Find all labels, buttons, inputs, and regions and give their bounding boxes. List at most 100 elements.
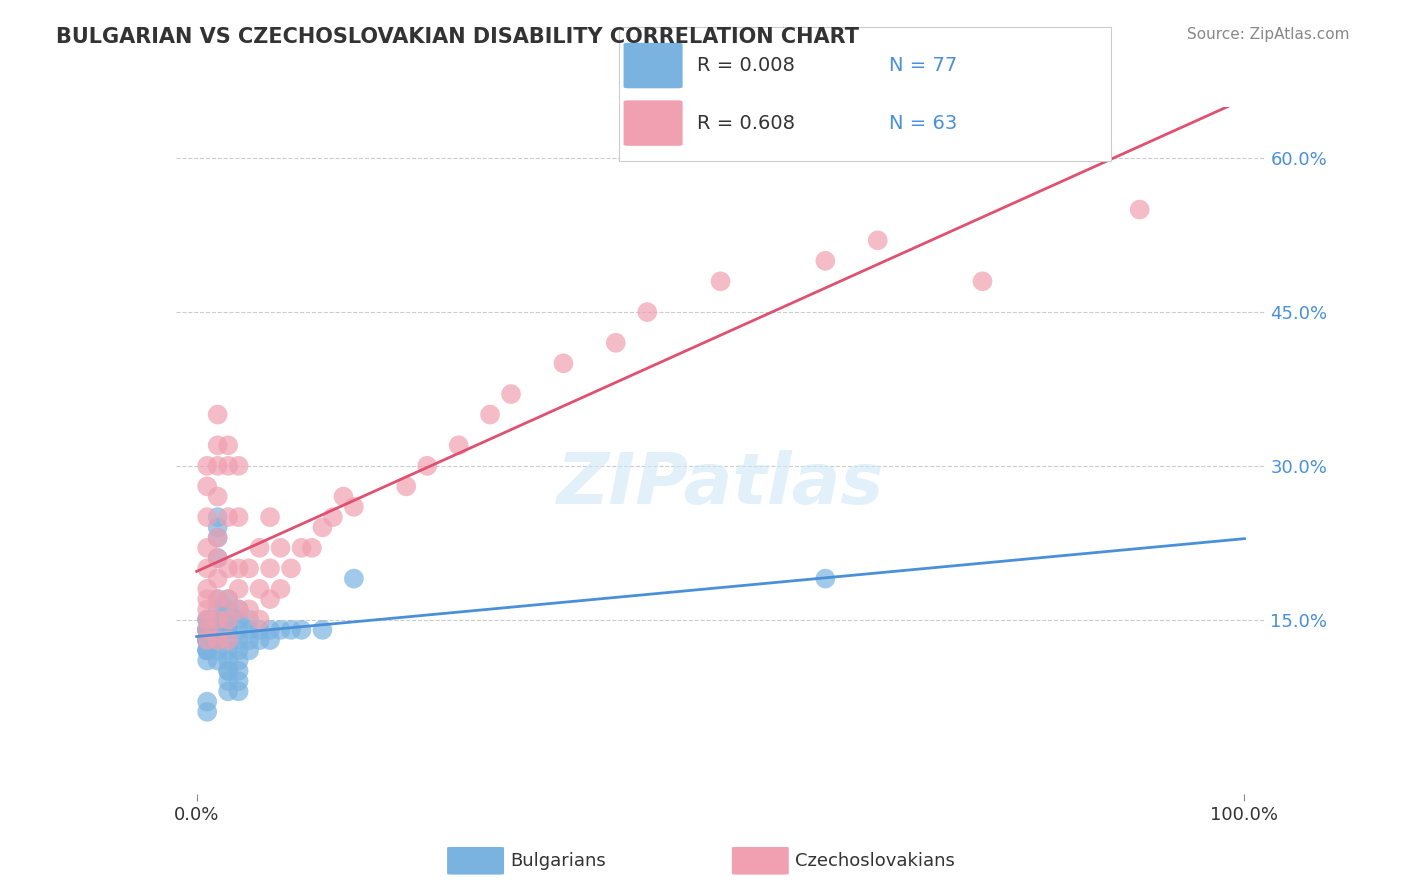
Point	[217, 592, 239, 607]
Text: ZIPatlas: ZIPatlas	[557, 450, 884, 519]
Point	[195, 458, 218, 473]
Point	[217, 684, 239, 698]
Point	[395, 479, 418, 493]
Point	[207, 551, 229, 566]
FancyBboxPatch shape	[447, 847, 505, 874]
Point	[195, 623, 218, 637]
Point	[195, 633, 218, 648]
Point	[195, 623, 218, 637]
Point	[290, 623, 312, 637]
Point	[207, 458, 229, 473]
Point	[270, 541, 292, 555]
Point	[249, 582, 271, 596]
Point	[207, 613, 229, 627]
Point	[207, 438, 229, 452]
Point	[207, 592, 229, 607]
Point	[249, 633, 271, 648]
Point	[195, 602, 218, 616]
Point	[195, 613, 218, 627]
Point	[1129, 202, 1152, 217]
Point	[207, 613, 229, 627]
Text: BULGARIAN VS CZECHOSLOVAKIAN DISABILITY CORRELATION CHART: BULGARIAN VS CZECHOSLOVAKIAN DISABILITY …	[56, 27, 859, 46]
Point	[195, 654, 218, 668]
Point	[416, 458, 439, 473]
Text: N = 77: N = 77	[890, 56, 957, 75]
Point	[207, 551, 229, 566]
Point	[259, 561, 281, 575]
Point	[238, 633, 260, 648]
Point	[207, 623, 229, 637]
Point	[238, 623, 260, 637]
Point	[207, 613, 229, 627]
Point	[195, 623, 218, 637]
Point	[207, 623, 229, 637]
Point	[207, 613, 229, 627]
Point	[217, 602, 239, 616]
Point	[249, 613, 271, 627]
Point	[195, 561, 218, 575]
Point	[217, 458, 239, 473]
Point	[238, 643, 260, 657]
Point	[217, 643, 239, 657]
Point	[195, 479, 218, 493]
Point	[195, 541, 218, 555]
Point	[249, 623, 271, 637]
Point	[217, 613, 239, 627]
Point	[228, 613, 250, 627]
Point	[207, 531, 229, 545]
Point	[195, 643, 218, 657]
Point	[195, 633, 218, 648]
Point	[228, 602, 250, 616]
Point	[322, 510, 344, 524]
Point	[217, 674, 239, 689]
Point	[207, 613, 229, 627]
Point	[217, 633, 239, 648]
Point	[228, 582, 250, 596]
Point	[259, 510, 281, 524]
Point	[259, 623, 281, 637]
Point	[195, 613, 218, 627]
Point	[217, 613, 239, 627]
Point	[195, 633, 218, 648]
Point	[332, 490, 354, 504]
Point	[217, 438, 239, 452]
Text: Bulgarians: Bulgarians	[510, 852, 606, 870]
Point	[207, 633, 229, 648]
Point	[195, 705, 218, 719]
Point	[866, 233, 889, 247]
Point	[207, 531, 229, 545]
Point	[217, 623, 239, 637]
Point	[238, 613, 260, 627]
Point	[280, 561, 302, 575]
Point	[217, 592, 239, 607]
Point	[207, 654, 229, 668]
Point	[311, 623, 333, 637]
Point	[259, 633, 281, 648]
Text: N = 63: N = 63	[890, 113, 957, 133]
Point	[228, 602, 250, 616]
Point	[207, 633, 229, 648]
Point	[195, 695, 218, 709]
Point	[195, 510, 218, 524]
Point	[195, 633, 218, 648]
Point	[343, 572, 366, 586]
Point	[228, 643, 250, 657]
Point	[195, 633, 218, 648]
Point	[195, 623, 218, 637]
Point	[217, 664, 239, 678]
Point	[709, 274, 731, 288]
Point	[301, 541, 323, 555]
Point	[499, 387, 522, 401]
Point	[228, 684, 250, 698]
FancyBboxPatch shape	[624, 101, 683, 146]
Point	[228, 561, 250, 575]
Point	[228, 674, 250, 689]
Point	[207, 490, 229, 504]
Point	[195, 643, 218, 657]
Point	[343, 500, 366, 514]
Point	[195, 623, 218, 637]
Point	[207, 623, 229, 637]
Point	[228, 623, 250, 637]
Point	[228, 654, 250, 668]
FancyBboxPatch shape	[733, 847, 789, 874]
